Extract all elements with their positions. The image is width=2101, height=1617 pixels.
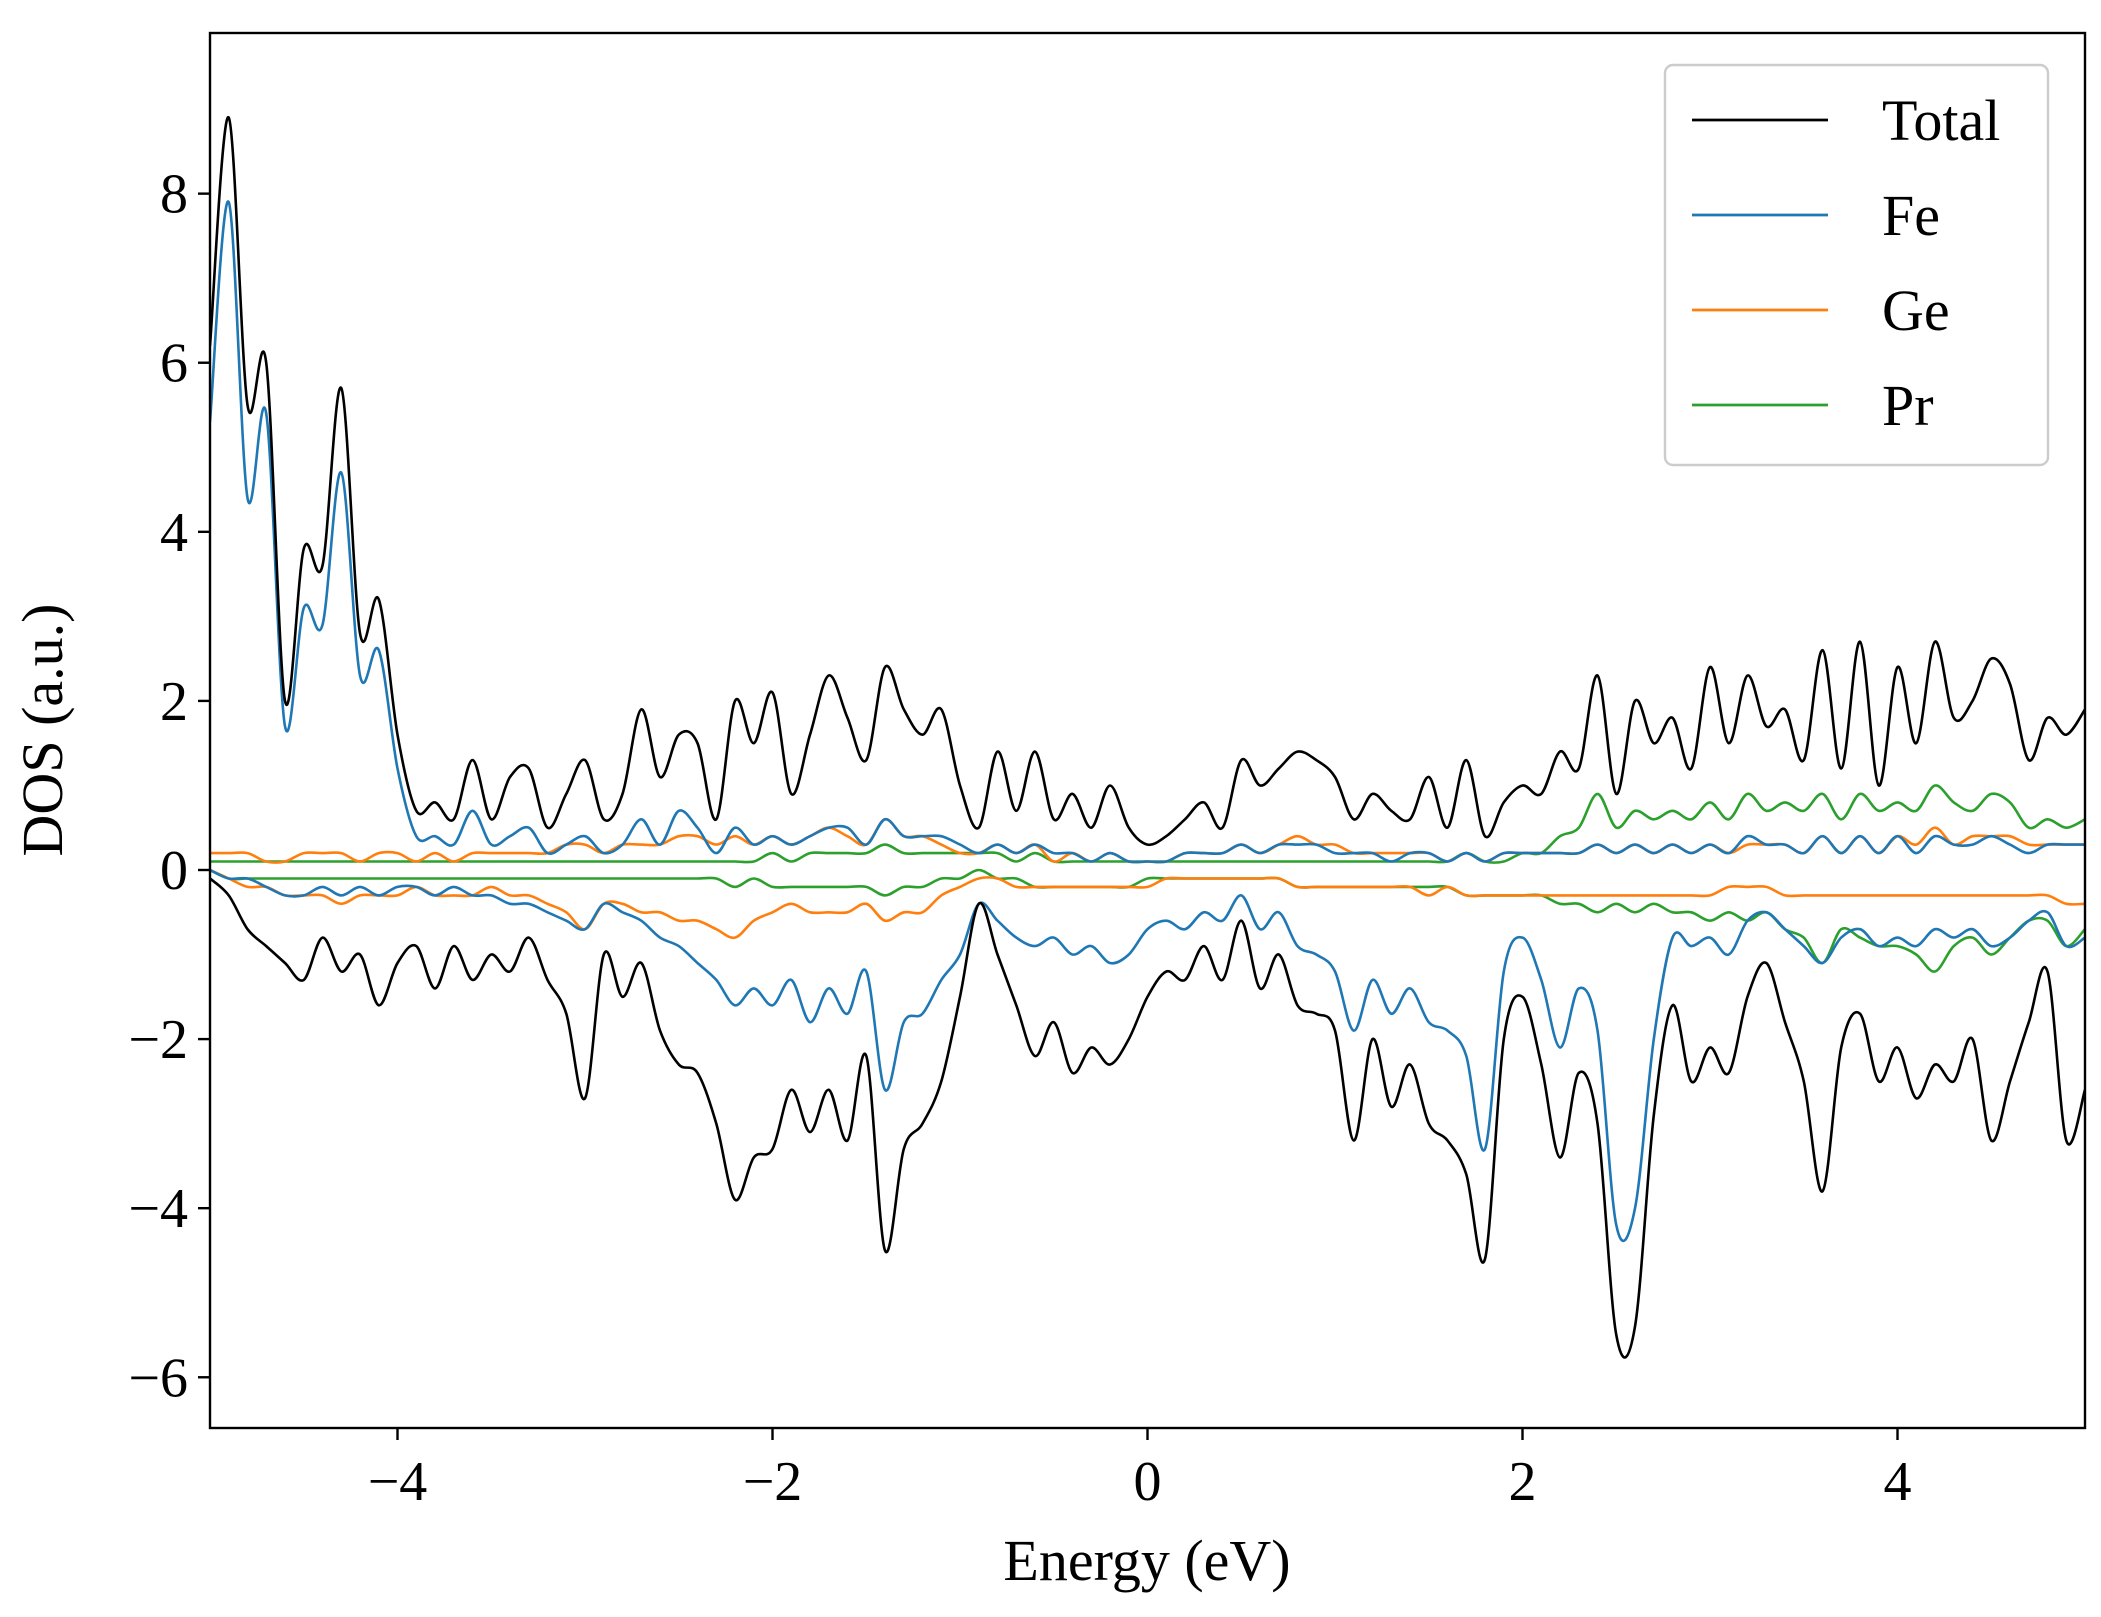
series-line-ge-spin-down: [210, 868, 2085, 940]
x-tick-label-minus-2: −2: [743, 1451, 803, 1513]
x-axis-label: Energy (eV): [1003, 1528, 1290, 1593]
x-tick-label-minus-4: −4: [368, 1451, 428, 1513]
legend-label-total: Total: [1882, 88, 2000, 153]
y-axis-ticks: −6 −4 −2 0 2 4 6 8: [128, 164, 210, 1409]
legend-label-fe: Fe: [1882, 183, 1940, 248]
legend-box: [1663, 63, 2050, 467]
series-line-total-spin-down: [210, 877, 2085, 1359]
y-tick-label-0: 0: [160, 840, 188, 902]
x-axis-ticks: −4 −2 0 2 4: [368, 1428, 1912, 1513]
x-tick-label-2: 2: [1509, 1451, 1537, 1513]
series-line-total-spin-up: [210, 116, 2085, 847]
y-tick-label-8: 8: [160, 164, 188, 226]
series-line-fe-spin-up: [210, 200, 2085, 864]
x-tick-label-4: 4: [1884, 1451, 1912, 1513]
series-layer: [210, 116, 2085, 1359]
y-tick-label-6: 6: [160, 333, 188, 395]
legend-label-pr: Pr: [1882, 373, 1934, 438]
y-tick-label-2: 2: [160, 671, 188, 733]
legend-label-ge: Ge: [1882, 278, 1950, 343]
y-tick-label-minus-4: −4: [128, 1178, 188, 1240]
y-tick-label-4: 4: [160, 502, 188, 564]
y-tick-label-minus-6: −6: [128, 1347, 188, 1409]
y-tick-label-minus-2: −2: [128, 1009, 188, 1071]
series-line-fe-spin-down: [210, 868, 2085, 1243]
x-tick-label-0: 0: [1134, 1451, 1162, 1513]
y-axis-label: DOS (a.u.): [10, 604, 75, 857]
legend: Total Fe Ge Pr: [1663, 63, 2050, 467]
